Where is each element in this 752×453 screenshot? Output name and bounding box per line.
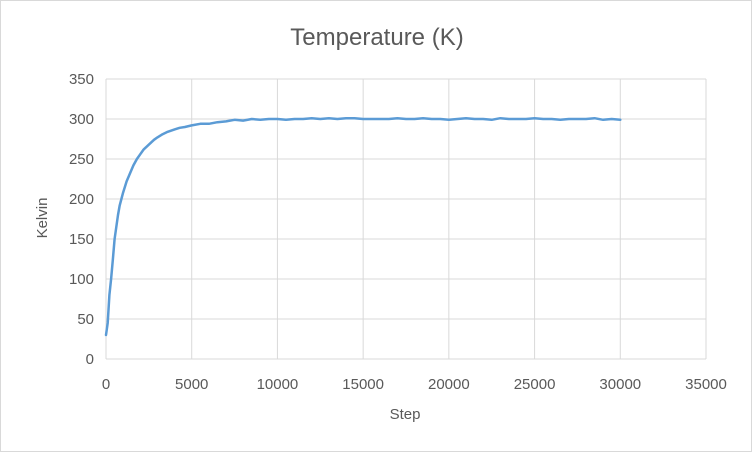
- y-tick-label-100: 100: [69, 271, 94, 288]
- x-tick-label-0: 0: [102, 376, 110, 393]
- y-tick-label-200: 200: [69, 191, 94, 208]
- y-tick-labels: 0 50 100 150 200 250 300 350: [69, 71, 94, 368]
- chart-title: Temperature (K): [290, 24, 463, 51]
- x-tick-label-35000: 35000: [685, 376, 727, 393]
- y-tick-label-150: 150: [69, 231, 94, 248]
- x-tick-label-30000: 30000: [599, 376, 641, 393]
- y-axis-label: Kelvin: [34, 198, 51, 239]
- x-axis-label: Step: [390, 406, 421, 423]
- x-tick-label-25000: 25000: [514, 376, 556, 393]
- y-tick-label-350: 350: [69, 71, 94, 88]
- x-tick-label-5000: 5000: [175, 376, 208, 393]
- series-line-0: [104, 116, 622, 337]
- y-tick-label-250: 250: [69, 151, 94, 168]
- gridlines: [105, 78, 707, 360]
- x-tick-label-15000: 15000: [342, 376, 384, 393]
- y-tick-label-0: 0: [86, 351, 94, 368]
- x-tick-label-20000: 20000: [428, 376, 470, 393]
- x-tick-label-10000: 10000: [257, 376, 299, 393]
- x-tick-labels: 0 5000 10000 15000 20000 25000 30000 35000: [102, 376, 727, 393]
- series-layer: [104, 116, 622, 337]
- y-tick-label-50: 50: [77, 311, 94, 328]
- y-tick-label-300: 300: [69, 111, 94, 128]
